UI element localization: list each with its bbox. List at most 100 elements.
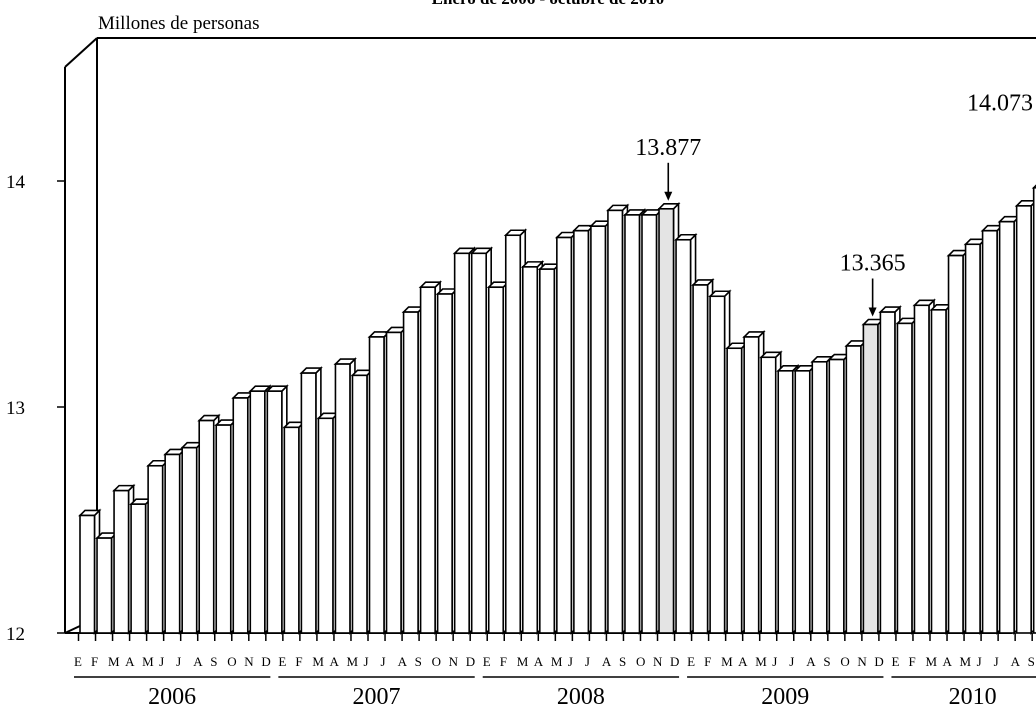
bar-front	[266, 390, 283, 634]
bar-front	[198, 419, 215, 634]
bar-front	[487, 286, 505, 634]
bar-front	[947, 254, 964, 634]
bar-front	[709, 295, 726, 634]
month-label: M	[312, 654, 324, 669]
month-label: F	[91, 654, 98, 669]
month-label: F	[500, 654, 507, 669]
bar	[469, 246, 494, 635]
bar-front	[368, 336, 385, 634]
annotation-label: 14.073	[967, 91, 1033, 117]
month-label: E	[483, 654, 491, 669]
bar-front	[334, 363, 351, 634]
bar-front	[930, 309, 947, 634]
frame-side-top	[64, 37, 98, 68]
bar-front	[794, 370, 811, 634]
bar	[640, 207, 664, 635]
month-label: A	[398, 654, 408, 669]
month-label: J	[994, 654, 999, 669]
month-label: E	[278, 654, 286, 669]
bar-front	[675, 238, 692, 634]
month-label: A	[193, 654, 203, 669]
month-label: M	[551, 654, 563, 669]
bar-front	[79, 514, 96, 634]
bar-front	[351, 374, 368, 634]
month-label: M	[108, 654, 120, 669]
month-label: J	[364, 654, 369, 669]
bar-front	[811, 360, 828, 634]
bar-front	[436, 293, 453, 634]
month-label: J	[381, 654, 386, 669]
bar	[520, 259, 545, 635]
bar-front	[232, 397, 249, 634]
bar-front	[981, 229, 998, 634]
month-label: M	[721, 654, 733, 669]
month-label: N	[449, 654, 459, 669]
bar-front	[147, 464, 164, 634]
bar-front	[590, 225, 607, 634]
bar-front	[470, 252, 487, 634]
month-label: J	[159, 654, 164, 669]
month-label: A	[125, 654, 135, 669]
bar-front	[113, 489, 130, 634]
month-label: S	[1028, 654, 1035, 669]
bar-front	[419, 286, 436, 634]
bar-front	[1015, 205, 1032, 634]
bar-front	[130, 503, 147, 634]
month-label: E	[74, 654, 82, 669]
bar-front	[539, 268, 556, 634]
month-label: A	[806, 654, 816, 669]
bar-front	[896, 322, 913, 634]
month-label: S	[619, 654, 626, 669]
year-label: 2008	[557, 684, 605, 708]
bar-front	[215, 424, 232, 634]
annotations: 13.877 13.365 14.073	[635, 91, 1033, 317]
bar-front	[385, 331, 402, 634]
y-tick-label: 12	[6, 624, 25, 645]
month-label: D	[261, 654, 270, 669]
month-label: A	[943, 654, 953, 669]
month-label: O	[636, 654, 645, 669]
month-label: O	[227, 654, 236, 669]
year-label: 2006	[148, 684, 196, 708]
bar-front	[624, 214, 641, 634]
y-axis-label: Millones de personas	[98, 13, 259, 34]
annotation-label: 13.365	[840, 251, 906, 277]
bar-front	[317, 417, 334, 634]
annotation-arrowhead	[868, 307, 877, 317]
month-label: S	[415, 654, 422, 669]
bar-front	[998, 220, 1015, 634]
bar-front	[913, 304, 930, 634]
bar	[929, 302, 953, 635]
month-label: F	[295, 654, 302, 669]
month-label: E	[891, 654, 899, 669]
month-label: J	[585, 654, 590, 669]
annotation: 13.365	[840, 251, 906, 317]
month-label: N	[857, 654, 867, 669]
month-label: J	[789, 654, 794, 669]
month-label: S	[823, 654, 830, 669]
bar	[1031, 184, 1036, 634]
annotation-arrowhead	[664, 191, 673, 201]
bar-front	[181, 446, 198, 634]
bar-front	[556, 236, 573, 634]
month-label: D	[874, 654, 883, 669]
month-label: M	[142, 654, 154, 669]
bar-front	[760, 356, 777, 634]
month-label: O	[432, 654, 441, 669]
bar-front	[641, 214, 658, 634]
bar-front	[862, 323, 879, 634]
bar-front	[300, 372, 317, 634]
month-label: A	[534, 654, 544, 669]
month-label: M	[960, 654, 972, 669]
chart-title: Enero de 2006 - octubre de 2010	[432, 0, 665, 8]
month-label: A	[602, 654, 612, 669]
bar-front	[504, 234, 522, 634]
bar-front	[726, 347, 743, 634]
y-tick-label: 13	[6, 398, 25, 419]
month-label: E	[687, 654, 695, 669]
month-label: F	[908, 654, 915, 669]
year-label: 2010	[949, 684, 997, 708]
bar-front	[402, 311, 419, 634]
